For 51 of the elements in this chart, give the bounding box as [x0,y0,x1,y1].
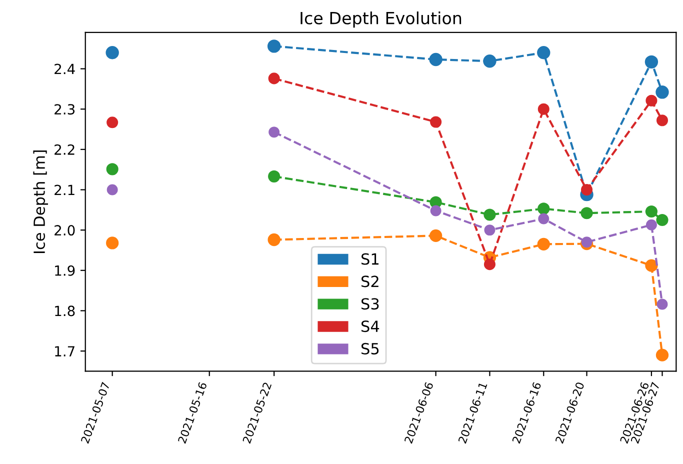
y-tick-label: 2.0 [54,225,75,236]
point [484,258,496,270]
point [484,208,496,221]
y-tick-label: 2.3 [54,104,75,115]
point [538,103,550,115]
point [106,46,119,60]
point [106,184,118,196]
point [268,126,280,138]
point [656,298,668,310]
point [106,116,118,128]
point [483,54,496,68]
point [581,236,592,248]
legend-label: S1 [362,253,379,265]
legend-label: S4 [362,320,380,332]
point [645,259,658,272]
point [580,207,593,220]
point [106,236,119,250]
point [644,55,658,69]
point [645,205,658,218]
point [268,233,280,246]
point [656,214,668,226]
point [656,86,669,99]
point [268,72,280,84]
point [581,184,593,196]
point [430,205,442,216]
point [538,213,550,224]
point [646,219,657,230]
point [268,170,280,182]
point [537,238,550,250]
point [656,114,668,126]
point [656,348,669,362]
point [429,52,442,66]
y-tick-label: 1.7 [55,346,74,356]
point [646,94,658,106]
point [537,46,550,60]
point [538,202,550,215]
y-tick-label: 1.8 [55,306,75,316]
point [106,163,118,176]
point [430,116,442,128]
y-axis-title: Ice Depth [m] [33,150,48,254]
legend-label: S2 [362,276,378,288]
point [429,229,442,242]
point [484,224,496,236]
legend-label: S5 [362,342,379,354]
y-tick-label: 2.4 [54,64,75,74]
y-tick-label: 1.9 [55,265,75,276]
y-tick-label: 2.1 [54,184,74,196]
y-tick-label: 2.2 [54,144,74,155]
legend-label: S3 [362,298,379,310]
point [267,40,281,53]
chart-title: Ice Depth Evolution [300,11,462,28]
